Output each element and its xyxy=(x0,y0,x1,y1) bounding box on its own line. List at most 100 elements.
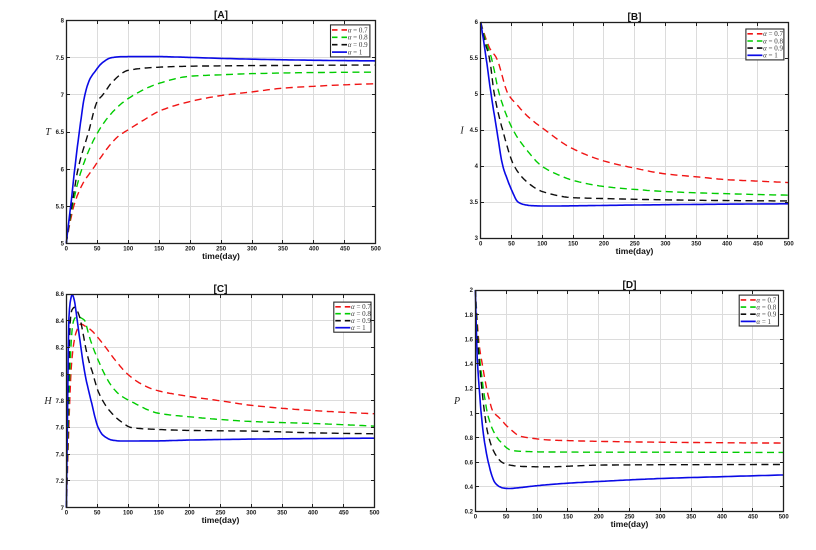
svg-text:4: 4 xyxy=(475,164,479,170)
svg-text:150: 150 xyxy=(154,511,165,517)
svg-text:α = 1: α = 1 xyxy=(756,318,771,326)
svg-text:250: 250 xyxy=(216,247,227,253)
svg-text:7.5: 7.5 xyxy=(56,56,65,62)
svg-text:3.5: 3.5 xyxy=(470,200,479,206)
svg-text:7.2: 7.2 xyxy=(56,479,65,485)
svg-text:2: 2 xyxy=(470,288,474,294)
svg-text:1.6: 1.6 xyxy=(465,337,474,343)
svg-text:8.6: 8.6 xyxy=(56,292,65,298)
svg-text:400: 400 xyxy=(309,247,320,253)
svg-text:6: 6 xyxy=(475,20,479,26)
svg-text:400: 400 xyxy=(308,511,319,517)
svg-text:8: 8 xyxy=(61,19,65,25)
svg-text:100: 100 xyxy=(532,515,543,521)
svg-text:150: 150 xyxy=(563,515,574,521)
svg-text:250: 250 xyxy=(215,511,226,517)
svg-text:5.5: 5.5 xyxy=(470,56,479,62)
svg-text:α = 1: α = 1 xyxy=(351,324,366,332)
svg-text:3: 3 xyxy=(475,236,479,242)
svg-text:50: 50 xyxy=(94,247,101,253)
svg-text:α = 0.9: α = 0.9 xyxy=(756,311,776,319)
svg-text:[A]: [A] xyxy=(214,10,228,21)
svg-text:α = 0.8: α = 0.8 xyxy=(351,310,371,318)
svg-text:α = 1: α = 1 xyxy=(348,49,363,57)
svg-text:α = 0.7: α = 0.7 xyxy=(348,26,368,34)
svg-text:I: I xyxy=(459,126,464,137)
svg-text:5: 5 xyxy=(61,242,65,248)
svg-text:450: 450 xyxy=(748,515,759,521)
svg-text:100: 100 xyxy=(537,242,548,248)
svg-text:400: 400 xyxy=(722,242,733,248)
svg-text:7.8: 7.8 xyxy=(56,399,65,405)
svg-text:300: 300 xyxy=(247,247,258,253)
svg-text:α = 0.7: α = 0.7 xyxy=(351,303,371,311)
svg-text:400: 400 xyxy=(717,515,728,521)
svg-text:100: 100 xyxy=(123,247,134,253)
svg-text:350: 350 xyxy=(691,242,702,248)
svg-text:250: 250 xyxy=(624,515,635,521)
svg-text:500: 500 xyxy=(779,515,790,521)
svg-text:1: 1 xyxy=(470,411,474,417)
svg-text:50: 50 xyxy=(94,511,101,517)
svg-text:500: 500 xyxy=(371,247,382,253)
svg-text:500: 500 xyxy=(369,511,380,517)
svg-text:5: 5 xyxy=(475,92,479,98)
svg-text:200: 200 xyxy=(594,515,605,521)
svg-text:150: 150 xyxy=(154,247,165,253)
svg-text:[B]: [B] xyxy=(628,12,642,23)
svg-text:0.4: 0.4 xyxy=(465,485,474,491)
svg-text:0.8: 0.8 xyxy=(465,436,474,442)
svg-text:H: H xyxy=(43,396,52,407)
svg-text:0: 0 xyxy=(65,247,69,253)
svg-text:50: 50 xyxy=(503,515,510,521)
svg-text:α = 0.8: α = 0.8 xyxy=(763,37,783,45)
svg-text:P: P xyxy=(453,396,460,407)
svg-text:[D]: [D] xyxy=(623,280,637,291)
svg-text:8.2: 8.2 xyxy=(56,346,65,352)
svg-text:150: 150 xyxy=(568,242,579,248)
svg-text:α = 0.9: α = 0.9 xyxy=(763,45,783,53)
svg-text:500: 500 xyxy=(784,242,795,248)
svg-text:5.5: 5.5 xyxy=(56,205,65,211)
svg-text:α = 0.9: α = 0.9 xyxy=(348,41,368,49)
svg-text:200: 200 xyxy=(185,247,196,253)
svg-text:1.4: 1.4 xyxy=(465,362,474,368)
svg-text:α = 1: α = 1 xyxy=(763,52,778,60)
svg-text:α = 0.8: α = 0.8 xyxy=(756,304,776,312)
svg-text:time(day): time(day) xyxy=(202,515,240,525)
svg-text:1.8: 1.8 xyxy=(465,313,474,319)
svg-text:time(day): time(day) xyxy=(611,519,649,529)
svg-text:time(day): time(day) xyxy=(616,246,654,256)
svg-text:6.5: 6.5 xyxy=(56,130,65,136)
svg-text:7: 7 xyxy=(61,93,65,99)
svg-text:[C]: [C] xyxy=(214,284,228,295)
svg-text:7.6: 7.6 xyxy=(56,426,65,432)
svg-text:250: 250 xyxy=(630,242,641,248)
svg-text:200: 200 xyxy=(599,242,610,248)
svg-text:α = 0.8: α = 0.8 xyxy=(348,34,368,42)
svg-text:α = 0.9: α = 0.9 xyxy=(351,317,371,325)
svg-text:200: 200 xyxy=(185,511,196,517)
svg-text:6: 6 xyxy=(61,167,65,173)
svg-text:350: 350 xyxy=(686,515,697,521)
svg-text:300: 300 xyxy=(655,515,666,521)
svg-text:450: 450 xyxy=(340,247,351,253)
svg-text:0.2: 0.2 xyxy=(465,510,474,516)
svg-text:α = 0.7: α = 0.7 xyxy=(756,296,776,304)
svg-text:8.4: 8.4 xyxy=(56,319,65,325)
svg-text:7: 7 xyxy=(61,506,65,512)
svg-text:0: 0 xyxy=(65,511,69,517)
svg-text:0: 0 xyxy=(474,515,478,521)
svg-text:time(day): time(day) xyxy=(202,251,240,261)
svg-text:300: 300 xyxy=(246,511,257,517)
svg-text:350: 350 xyxy=(277,511,288,517)
svg-text:450: 450 xyxy=(753,242,764,248)
svg-text:α = 0.7: α = 0.7 xyxy=(763,30,783,38)
svg-text:7.4: 7.4 xyxy=(56,452,65,458)
svg-text:0.6: 0.6 xyxy=(465,461,474,467)
svg-text:450: 450 xyxy=(339,511,350,517)
svg-text:100: 100 xyxy=(123,511,134,517)
svg-text:4.5: 4.5 xyxy=(470,128,479,134)
svg-text:0: 0 xyxy=(479,242,483,248)
svg-text:T: T xyxy=(45,127,52,138)
